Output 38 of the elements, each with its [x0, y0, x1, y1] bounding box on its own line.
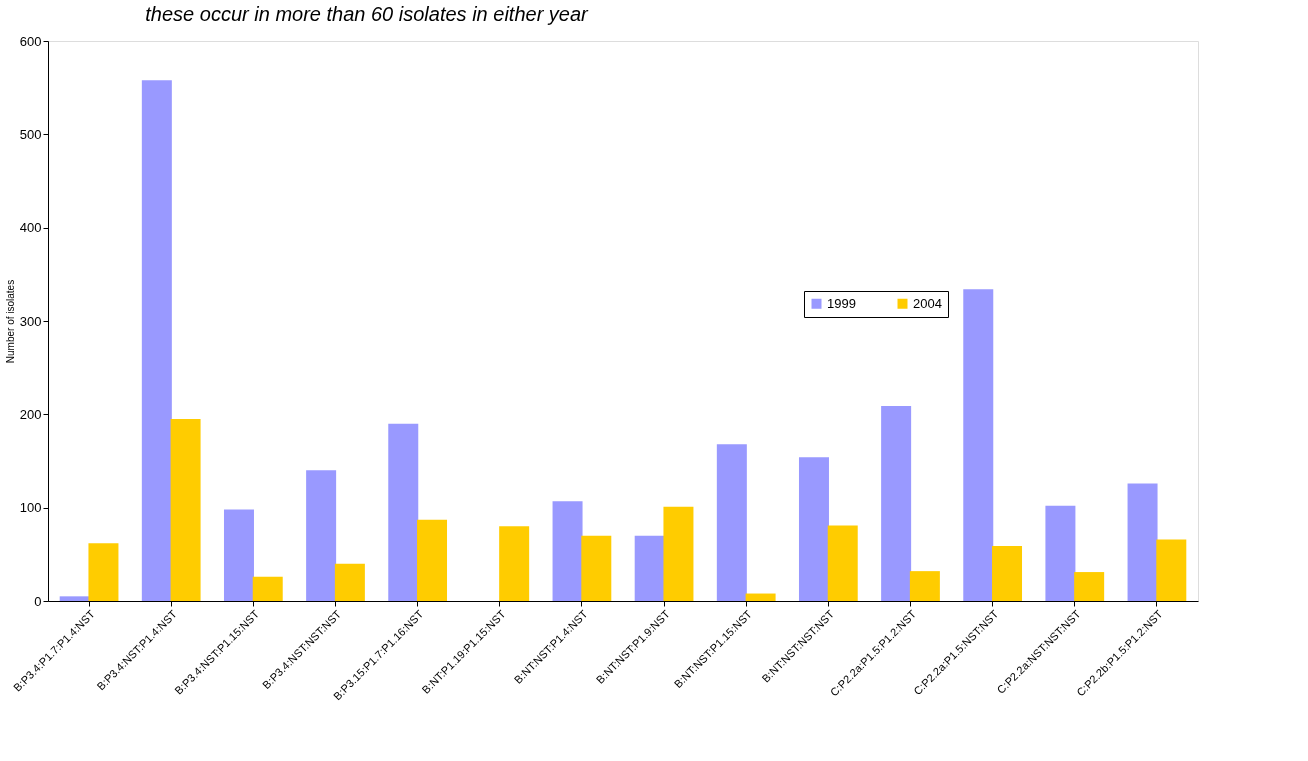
y-tick-label: 0 [34, 593, 42, 609]
legend-label: 1999 [827, 295, 856, 311]
bar [581, 535, 612, 601]
y-axis-title: Number of isolates [4, 279, 16, 364]
bar [798, 457, 829, 601]
y-tick-label: 200 [19, 406, 42, 422]
legend-label: 2004 [913, 295, 942, 311]
bar [992, 545, 1023, 601]
bar [1156, 539, 1187, 601]
bar [1127, 483, 1158, 601]
bar [745, 593, 776, 601]
bar [417, 519, 448, 601]
bar [499, 526, 530, 601]
bar [909, 571, 940, 601]
bar [334, 563, 365, 601]
bar [88, 543, 119, 601]
chart-title: these occur in more than 60 isolates in either year [145, 3, 590, 25]
bar [552, 501, 583, 601]
bar [1045, 505, 1076, 601]
bar [59, 596, 90, 601]
bar [963, 289, 994, 601]
bar [881, 405, 912, 601]
bar [827, 525, 858, 601]
y-tick-label: 600 [19, 33, 42, 49]
bar [141, 80, 172, 601]
bar [1074, 572, 1105, 601]
y-tick-label: 100 [19, 500, 42, 516]
bar [252, 576, 283, 601]
y-tick-label: 300 [19, 313, 42, 329]
bar [634, 535, 665, 601]
bar [170, 419, 201, 601]
y-tick-label: 400 [19, 220, 42, 236]
bar [223, 509, 254, 601]
bar [388, 423, 419, 601]
y-tick-label: 500 [19, 126, 42, 142]
bar [663, 506, 694, 601]
bar [716, 444, 747, 601]
bar [306, 470, 337, 601]
